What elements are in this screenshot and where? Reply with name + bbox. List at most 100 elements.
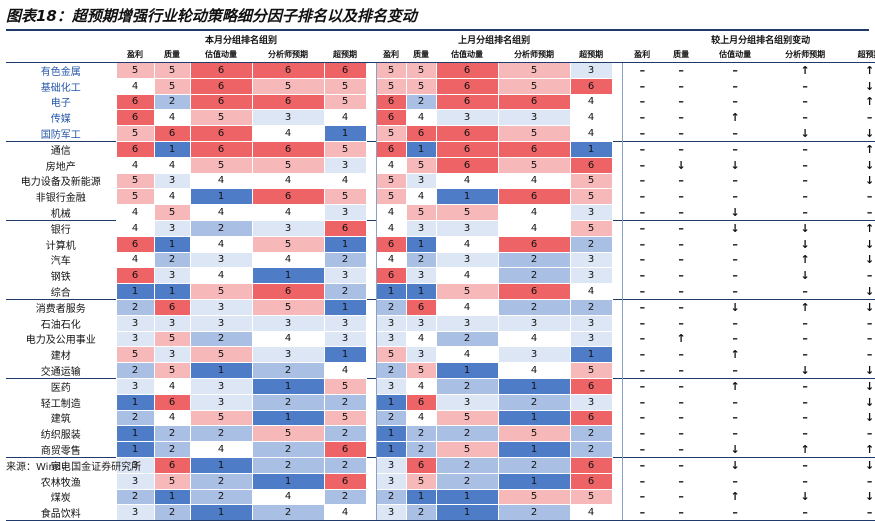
current-rank-cell: 3 [323,330,367,348]
change-flat-icon: – [622,298,663,316]
table-row: 基础化工 4 5 6 5 5 5 5 6 5 6– – – – ↓ [6,78,875,95]
change-down-icon: ↓ [700,456,771,474]
current-rank-cell: 5 [251,157,325,174]
change-flat-icon: – [639,64,646,78]
spacer [366,377,377,395]
previous-rank-cell: 4 [569,124,613,142]
current-rank-cell: 1 [251,409,325,427]
change-flat-icon: – [678,64,684,78]
current-rank-cell: 1 [323,124,367,142]
current-rank-cell: 2 [189,219,253,238]
previous-rank-cell: 3 [375,377,407,395]
change-flat-icon: – [678,490,684,504]
previous-rank-cell: 4 [375,203,407,221]
current-rank-cell: 6 [323,61,367,80]
spacer [612,394,623,411]
previous-rank-cell: 5 [375,124,407,142]
current-rank-cell: 3 [115,315,155,332]
change-down-icon: ↓ [770,219,841,237]
previous-rank-cell: 5 [405,157,437,174]
current-rank-cell: 5 [115,124,155,142]
current-rank-cell: 3 [189,393,253,411]
spacer [612,125,623,142]
previous-rank-cell: 5 [435,409,499,427]
current-rank-cell: 2 [153,251,191,269]
table-row: 电力及公用事业 3 5 2 4 3 3 4 2 4 3– ↑ – – – [6,330,875,348]
current-rank-cell: 3 [189,251,253,269]
change-down-icon: ↓ [840,298,875,316]
industry-name: 纺织服装 [40,429,81,441]
change-down-icon: ↓ [840,377,875,395]
figure-title: 图表18：超预期增强行业轮动策略细分因子排名以及排名变动 [6,7,417,25]
current-rank-cell: 4 [189,267,253,284]
previous-rank-cell: 2 [497,456,571,474]
change-flat-icon: – [770,377,841,395]
change-flat-icon: – [802,174,808,188]
change-up-icon: ↑ [800,253,810,267]
spacer [366,125,377,142]
previous-rank-cell: 6 [569,456,613,474]
current-rank-cell: 5 [153,330,191,348]
current-rank-cell: 5 [189,109,253,126]
current-rank-cell: 3 [323,157,367,174]
change-flat-icon: – [639,442,646,456]
title-rule [6,29,869,31]
change-flat-icon: – [770,140,841,158]
current-rank-cell: 5 [153,61,191,80]
change-flat-icon: – [802,95,808,109]
industry-name: 国防军工 [40,129,81,141]
current-rank-cell: 6 [115,93,155,111]
current-rank-cell: 5 [115,61,155,80]
spacer [366,346,377,363]
current-rank-cell: 1 [189,361,253,379]
current-rank-cell: 4 [323,361,367,379]
previous-rank-cell: 2 [405,93,437,111]
previous-rank-cell: 6 [435,124,499,142]
group-change: 较上月分组排名组别变动 [711,36,811,46]
spacer [612,456,623,474]
current-rank-cell: 2 [189,330,253,348]
previous-rank-cell: 4 [405,330,437,348]
change-flat-icon: – [678,126,684,140]
industry-name: 食品饮料 [6,504,116,521]
previous-rank-cell: 6 [435,78,499,95]
current-rank-cell: 6 [189,140,253,159]
previous-rank-cell: 4 [435,236,499,253]
previous-rank-cell: 3 [375,315,407,332]
previous-rank-cell: 6 [497,93,571,111]
column-header-chg-1: 质量 [662,47,701,63]
previous-rank-cell: 6 [435,140,499,159]
previous-rank-cell: 4 [375,251,407,269]
change-up-icon: ↑ [676,332,686,346]
previous-rank-cell: 4 [405,409,437,427]
table-row: 电子 6 2 6 6 5 6 2 6 6 4– – – – ↑ [6,93,875,111]
previous-rank-cell: 2 [375,361,407,379]
current-rank-cell: 2 [189,425,253,442]
previous-rank-cell: 6 [497,188,571,205]
previous-rank-cell: 4 [405,188,437,205]
previous-rank-cell: 6 [569,377,613,395]
current-rank-cell: 4 [189,440,253,458]
change-down-icon: ↓ [676,158,686,172]
spacer [612,62,623,79]
current-rank-cell: 6 [189,124,253,142]
change-up-icon: ↑ [700,377,771,395]
industry-name: 汽车 [50,256,71,268]
change-flat-icon: – [802,111,808,125]
change-flat-icon: – [662,140,701,158]
change-flat-icon: – [802,79,808,93]
previous-rank-cell: 3 [435,109,499,126]
change-flat-icon: – [678,442,684,456]
spacer [366,331,377,347]
spacer [612,425,623,442]
spacer [612,188,623,205]
current-rank-cell: 2 [251,456,325,474]
spacer [366,47,377,63]
spacer [366,252,377,268]
current-rank-cell: 5 [323,188,367,205]
change-flat-icon: – [866,205,873,219]
change-down-icon: ↓ [730,442,740,456]
previous-rank-cell: 1 [435,504,499,521]
industry-name: 轻工制造 [40,398,81,410]
current-rank-cell: 4 [153,409,191,427]
